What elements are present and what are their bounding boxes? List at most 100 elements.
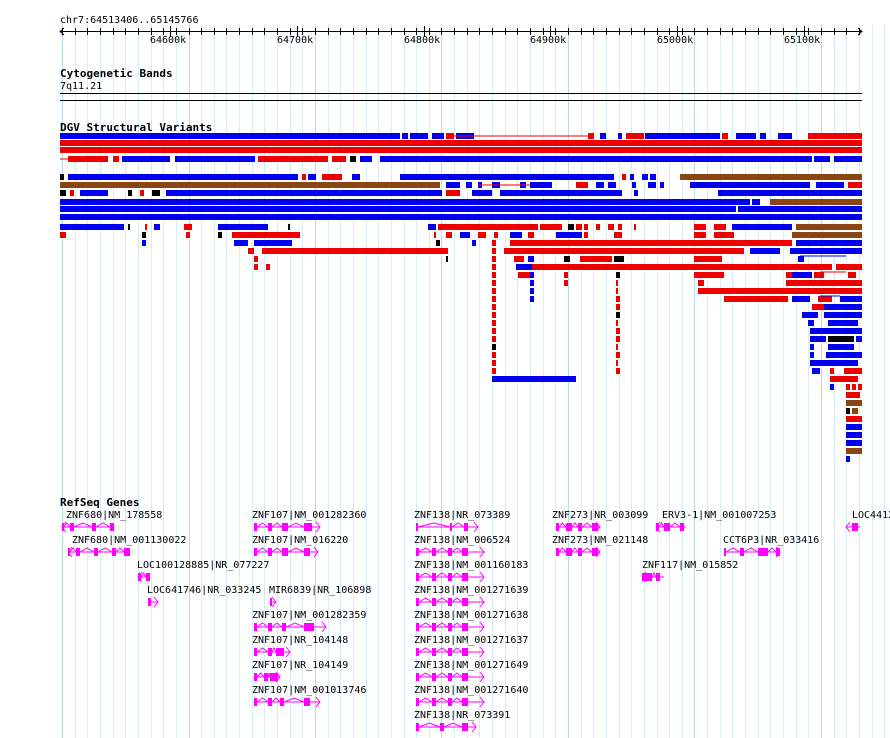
refseq-track-title[interactable]: RefSeq Genes [60,496,140,509]
sv-feature [400,174,614,180]
gene-intron [417,522,451,528]
gene-exon [462,573,468,581]
sv-feature [530,182,552,188]
gene-exon [112,548,116,556]
gene-label[interactable]: LOC441242 [852,510,890,521]
dgv-track-title[interactable]: DGV Structural Variants [60,121,213,134]
gene-intron [767,547,777,553]
gene-exon [264,673,268,681]
sv-feature [492,376,498,382]
sv-feature [410,133,428,139]
sv-feature [618,224,622,230]
gene-intron [97,547,113,553]
gene-label[interactable]: ZNF680|NM_178558 [66,510,163,521]
gene-exon [76,548,80,556]
sv-feature [694,272,724,278]
gene-intron [435,547,449,553]
gene-label[interactable]: ZNF107|NM_001282359 [252,610,367,621]
gene-intron [267,672,271,678]
gene-exon [148,598,151,606]
gene-intron [451,672,463,678]
gene-label[interactable]: ZNF138|NM_001271640 [414,685,529,696]
sv-feature [846,448,862,454]
gene-intron [418,547,433,553]
sv-feature [812,304,832,310]
gene-exon [592,548,598,556]
gene-label[interactable]: ZNF138|NM_001271638 [414,610,529,621]
gene-intron [451,572,463,578]
gene-label[interactable]: ZNF138|NM_001271637 [414,635,529,646]
gene-exon [254,523,257,531]
gene-intron [271,522,283,528]
gene-exon [724,548,726,556]
sv-feature [830,368,834,374]
sv-feature [60,190,66,196]
sv-feature [750,248,780,254]
gene-intron [451,597,463,603]
gene-label[interactable]: ZNF138|NR_073391 [414,710,511,721]
sv-feature [428,224,436,230]
gene-label[interactable]: ZNF273|NR_003099 [552,510,649,521]
sv-feature [596,224,600,230]
sv-feature [492,336,496,342]
gene-label[interactable]: ZNF107|NR_104148 [252,635,349,646]
sv-feature [648,182,656,188]
gene-exon [462,648,468,656]
sv-feature [530,288,534,294]
sv-feature [810,360,858,366]
gene-label[interactable]: ZNF107|NR_104149 [252,660,349,671]
gene-label[interactable]: ZNF273|NM_021148 [552,535,649,546]
gene-exon [464,523,468,531]
strand-arrow [285,646,291,658]
gene-label[interactable]: LOC641746|NR_033245 [147,585,262,596]
sv-feature [60,182,440,188]
ruler-tick-label: 64700k [277,35,314,46]
gene-label[interactable]: ZNF680|NM_001130022 [72,535,187,546]
sv-feature [616,368,620,374]
gene-label[interactable]: ZNF107|NM_001282360 [252,510,367,521]
gene-label[interactable]: ZNF138|NR_073389 [414,510,511,521]
gene-label[interactable]: ERV3-1|NM_001007253 [662,510,777,521]
sv-feature [564,272,568,278]
sv-feature [514,256,524,262]
gene-label[interactable]: ZNF117|NM_015852 [642,560,739,571]
sv-feature [530,296,534,302]
strand-arrow [67,546,73,558]
sv-feature [113,156,119,162]
gene-intron [443,722,463,728]
gene-exon [656,573,660,581]
sv-feature [736,133,756,139]
gene-label[interactable]: CCT6P3|NR_033416 [723,535,820,546]
gene-label[interactable]: ZNF107|NM_001013746 [252,685,367,696]
sv-feature [714,224,726,230]
gene-exon [462,723,468,731]
sv-feature [694,256,722,262]
gene-label[interactable]: ZNF138|NM_006524 [414,535,511,546]
cytoband-track-title[interactable]: Cytogenetic Bands [60,67,173,80]
gene-label[interactable]: ZNF138|NM_001271639 [414,585,529,596]
gene-exon [416,673,419,681]
strand-arrow [655,521,661,533]
gene-intron [418,622,433,628]
sv-feature [564,280,568,286]
gene-label[interactable]: ZNF138|NM_001160183 [414,560,529,571]
sv-feature [826,352,862,358]
gene-label[interactable]: ZNF107|NM_016220 [252,535,349,546]
gene-label[interactable]: MIR6839|NR_106898 [269,585,372,596]
sv-feature [352,174,360,180]
gene-exon [124,548,130,556]
sv-feature [618,133,622,139]
sv-feature [492,248,496,254]
sv-feature [846,416,862,422]
strand-arrow [61,521,67,533]
sv-feature [690,182,810,188]
gene-label[interactable]: LOC100128885|NR_077227 [137,560,270,571]
gene-intron [451,547,463,553]
gene-label[interactable]: ZNF138|NM_001271649 [414,660,529,671]
sv-feature [828,344,854,350]
strand-arrow [479,646,485,658]
sv-feature [814,156,830,162]
gene-intron [256,622,269,628]
sv-feature [492,312,496,318]
sv-feature [60,199,750,205]
